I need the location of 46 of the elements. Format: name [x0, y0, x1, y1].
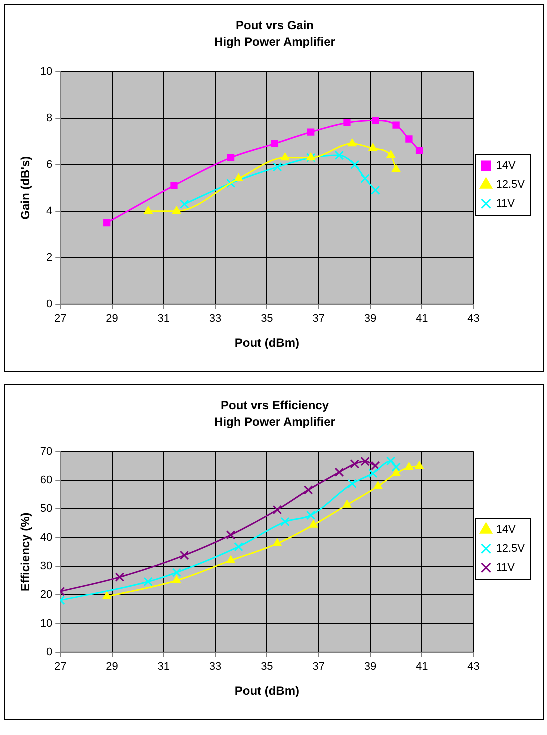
x-tick-label: 29: [106, 313, 118, 326]
x-tick-label: 33: [209, 661, 222, 674]
x-tick-label: 43: [468, 313, 480, 326]
y-tick-label: 40: [40, 532, 53, 544]
legend-label: 14V: [496, 160, 516, 172]
x-tick-label: 41: [416, 661, 428, 674]
y-tick-label: 6: [46, 158, 53, 171]
x-tick-label: 37: [312, 313, 325, 326]
x-tick-label: 33: [209, 313, 222, 326]
x-tick-label: 35: [261, 661, 274, 674]
x-axis-title: Pout (dBm): [234, 336, 300, 350]
y-axis-title: Gain (dB's): [18, 156, 33, 220]
x-tick-label: 27: [54, 313, 67, 326]
y-tick-label: 70: [40, 446, 53, 458]
y-tick-label: 30: [40, 560, 53, 572]
legend-label: 14V: [496, 524, 516, 536]
x-tick-label: 39: [364, 313, 377, 326]
y-tick-label: 60: [40, 474, 53, 486]
chart-title: Pout vrs Gain: [236, 18, 314, 33]
x-tick-label: 31: [158, 313, 170, 326]
legend-label: 11V: [496, 562, 516, 574]
y-tick-label: 2: [46, 252, 53, 264]
x-tick-label: 29: [106, 661, 118, 674]
y-tick-label: 20: [40, 589, 53, 602]
x-tick-label: 41: [416, 313, 428, 326]
y-tick-label: 0: [46, 298, 53, 310]
x-tick-label: 35: [261, 313, 274, 326]
y-tick-label: 50: [40, 503, 53, 516]
x-tick-label: 39: [364, 661, 377, 674]
legend-label: 11V: [496, 198, 516, 210]
x-tick-label: 31: [158, 661, 170, 674]
legend-label: 12.5V: [496, 543, 526, 556]
chart-subtitle: High Power Amplifier: [214, 34, 336, 49]
x-axis-title: Pout (dBm): [234, 684, 300, 698]
x-tick-label: 37: [312, 661, 325, 674]
chart-title: Pout vrs Efficiency: [220, 398, 330, 413]
y-tick-label: 10: [40, 618, 53, 630]
x-tick-label: 43: [468, 661, 480, 674]
y-tick-label: 8: [46, 112, 53, 124]
y-tick-label: 0: [46, 646, 53, 658]
y-tick-label: 10: [40, 66, 53, 78]
y-tick-label: 4: [46, 205, 53, 218]
x-tick-label: 27: [54, 661, 67, 674]
y-axis-title: Efficiency (%): [18, 512, 33, 592]
legend-label: 12.5V: [496, 179, 526, 192]
chart-subtitle: High Power Amplifier: [214, 414, 336, 429]
